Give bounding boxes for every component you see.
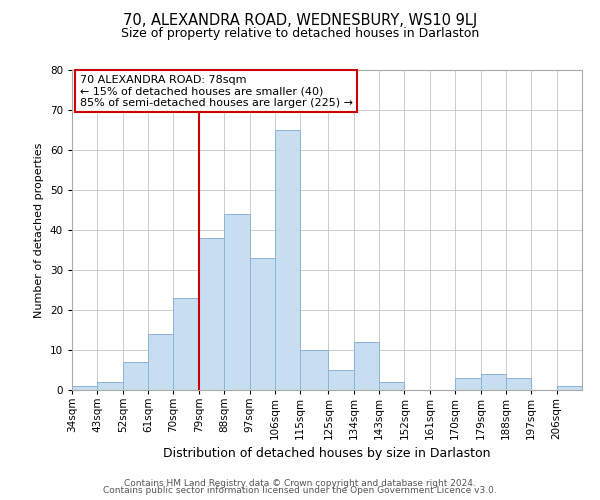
X-axis label: Distribution of detached houses by size in Darlaston: Distribution of detached houses by size … (163, 448, 491, 460)
Bar (300, 350, 328, 390)
Bar (148, 334, 173, 390)
Bar (173, 298, 199, 390)
Bar (123, 362, 148, 390)
Text: 70 ALEXANDRA ROAD: 78sqm
← 15% of detached houses are smaller (40)
85% of semi-d: 70 ALEXANDRA ROAD: 78sqm ← 15% of detach… (80, 75, 353, 108)
Bar (224, 214, 250, 390)
Bar (97, 382, 123, 390)
Bar (275, 130, 300, 390)
Text: Contains public sector information licensed under the Open Government Licence v3: Contains public sector information licen… (103, 486, 497, 495)
Bar (455, 378, 481, 390)
Bar (506, 378, 531, 390)
Bar (481, 374, 506, 390)
Text: Contains HM Land Registry data © Crown copyright and database right 2024.: Contains HM Land Registry data © Crown c… (124, 478, 476, 488)
Bar (354, 342, 379, 390)
Bar (379, 382, 404, 390)
Bar (557, 386, 582, 390)
Y-axis label: Number of detached properties: Number of detached properties (34, 142, 44, 318)
Bar (72, 386, 97, 390)
Bar (250, 258, 275, 390)
Bar (328, 370, 354, 390)
Text: 70, ALEXANDRA ROAD, WEDNESBURY, WS10 9LJ: 70, ALEXANDRA ROAD, WEDNESBURY, WS10 9LJ (123, 12, 477, 28)
Text: Size of property relative to detached houses in Darlaston: Size of property relative to detached ho… (121, 28, 479, 40)
Bar (199, 238, 224, 390)
